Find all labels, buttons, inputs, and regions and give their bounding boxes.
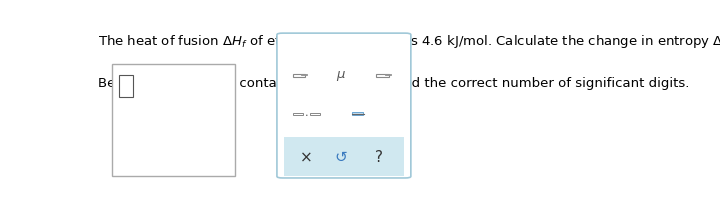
- Bar: [377, 74, 389, 77]
- FancyBboxPatch shape: [277, 33, 411, 178]
- Bar: [385, 74, 391, 75]
- Text: ↺: ↺: [335, 150, 348, 165]
- Bar: [284, 137, 404, 176]
- Bar: [292, 113, 303, 115]
- Text: $\cdot$: $\cdot$: [304, 109, 308, 119]
- Text: ?: ?: [374, 150, 382, 165]
- Text: The heat of fusion $\Delta H_f$ of ethanol $\mathregular{(CH_3CH_2OH)}$ is 4.6 k: The heat of fusion $\Delta H_f$ of ethan…: [99, 33, 720, 50]
- Text: ×: ×: [300, 150, 312, 165]
- Text: $\mu$: $\mu$: [336, 69, 346, 83]
- Bar: [302, 74, 307, 75]
- Bar: [352, 114, 364, 115]
- Bar: [292, 74, 305, 77]
- Text: Be sure your answer contains a unit symbol and the correct number of significant: Be sure your answer contains a unit symb…: [99, 76, 690, 90]
- Bar: [310, 113, 320, 115]
- Bar: [112, 64, 235, 176]
- Bar: [352, 112, 364, 114]
- Bar: [119, 75, 133, 97]
